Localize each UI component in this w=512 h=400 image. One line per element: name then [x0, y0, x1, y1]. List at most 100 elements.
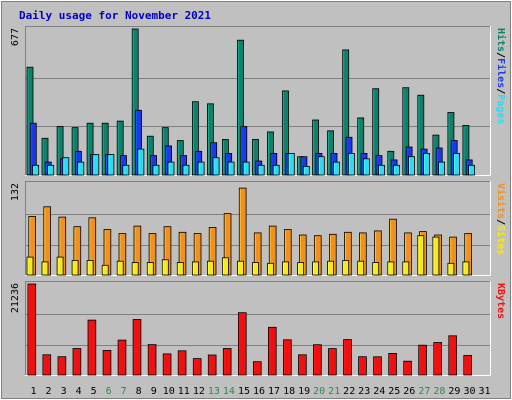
bar-kbytes-day-4: [72, 348, 82, 376]
x-tick-15: 15: [238, 386, 250, 397]
bar-pages-day-7: [122, 164, 130, 176]
bar-kbytes-day-10: [162, 353, 172, 376]
legend-entry: Hits: [495, 28, 507, 52]
bar-pages-day-22: [347, 152, 355, 176]
y-max-label: 21236: [10, 283, 21, 313]
bar-kbytes-day-26: [403, 360, 412, 376]
bar-kbytes-day-16: [252, 361, 262, 376]
x-tick-8: 8: [136, 386, 142, 397]
legend-entry: Files: [495, 58, 507, 88]
bar-sites-day-29: [447, 262, 455, 276]
bar-kbytes-day-13: [207, 354, 217, 376]
x-tick-4: 4: [76, 386, 82, 397]
bar-kbytes-day-30: [463, 355, 472, 376]
bar-pages-day-30: [468, 164, 476, 176]
legend-entry: /: [495, 88, 506, 94]
bar-pages-day-14: [227, 161, 235, 176]
bar-kbytes-day-14: [222, 348, 232, 376]
legend-entry: /: [495, 52, 506, 58]
x-tick-27: 27: [418, 386, 430, 397]
bar-kbytes-day-12: [192, 358, 202, 376]
bar-kbytes-day-3: [57, 356, 67, 376]
bar-pages-day-9: [152, 164, 160, 176]
y-max-label: 132: [10, 183, 21, 201]
bar-sites-day-8: [131, 262, 139, 276]
x-tick-23: 23: [358, 386, 370, 397]
bar-sites-day-23: [357, 260, 365, 276]
bar-kbytes-day-27: [418, 344, 427, 376]
bar-kbytes-day-18: [283, 339, 292, 376]
bar-pages-day-10: [167, 161, 175, 176]
legend-entry: KBytes: [495, 283, 506, 319]
bar-sites-day-2: [41, 261, 49, 276]
x-tick-2: 2: [45, 386, 51, 397]
bar-sites-day-9: [146, 262, 154, 276]
bar-sites-day-7: [116, 260, 124, 276]
x-tick-7: 7: [121, 386, 127, 397]
bar-pages-day-29: [453, 152, 461, 176]
bar-pages-day-8: [137, 148, 145, 176]
bar-kbytes-day-29: [448, 335, 457, 376]
bar-pages-day-3: [62, 157, 70, 176]
bar-pages-day-13: [212, 157, 220, 176]
x-tick-28: 28: [433, 386, 445, 397]
bar-kbytes-day-23: [358, 356, 367, 376]
chart-title: Daily usage for November 2021: [19, 9, 211, 22]
bar-pages-day-4: [77, 161, 85, 176]
bar-kbytes-day-21: [328, 348, 337, 376]
panel-background: [25, 281, 491, 376]
bar-sites-day-28: [432, 236, 440, 276]
bar-sites-day-25: [387, 261, 395, 276]
bar-sites-day-30: [462, 261, 470, 276]
legend-kbytes: KBytes: [495, 283, 506, 319]
panel-hits-files-pages: 677 Hits/Files/Pages: [10, 26, 507, 176]
bar-kbytes-day-9: [147, 344, 157, 376]
x-tick-1: 1: [30, 386, 36, 397]
bar-kbytes-day-17: [267, 326, 277, 376]
bar-kbytes-day-1: [27, 283, 37, 376]
bar-pages-day-24: [378, 164, 385, 176]
x-tick-21: 21: [328, 386, 340, 397]
bar-sites-day-4: [71, 260, 79, 276]
bar-pages-day-20: [317, 156, 325, 176]
x-tick-13: 13: [208, 386, 220, 397]
bar-sites-day-1: [26, 256, 34, 276]
legend-hits-files-pages: Hits/Files/Pages: [495, 28, 507, 124]
bar-pages-day-1: [32, 164, 40, 176]
bar-kbytes-day-11: [177, 350, 187, 376]
bar-pages-day-26: [408, 156, 415, 176]
bar-pages-day-16: [257, 164, 265, 176]
x-tick-19: 19: [298, 386, 310, 397]
x-tick-30: 30: [463, 386, 475, 397]
bar-kbytes-day-5: [87, 319, 97, 376]
x-axis-ticks: 1 2 3 4 5 6 7 8 9 10 11 12 13 14 15 16 17 18 19 20 21 22 23 24 2…: [30, 386, 490, 397]
panel-kbytes: 21236 KBytes: [10, 281, 506, 376]
bar-pages-day-2: [47, 164, 55, 176]
bar-sites-day-13: [206, 260, 214, 276]
legend-entry: Sites: [495, 225, 507, 255]
legend-entry: Visits: [495, 183, 507, 219]
bar-sites-day-11: [176, 262, 184, 276]
bar-kbytes-day-2: [42, 354, 52, 376]
x-tick-3: 3: [61, 386, 67, 397]
bar-kbytes-day-24: [373, 356, 382, 376]
bar-sites-day-26: [402, 261, 410, 276]
bar-kbytes-day-25: [388, 352, 397, 376]
x-tick-10: 10: [163, 386, 175, 397]
bar-sites-day-3: [56, 256, 64, 276]
bar-sites-day-16: [252, 262, 259, 276]
bar-pages-day-5: [92, 154, 100, 176]
bar-sites-day-18: [282, 261, 289, 276]
bar-kbytes-day-20: [313, 344, 322, 376]
bar-sites-day-20: [312, 261, 320, 276]
legend-entry: Pages: [495, 94, 506, 124]
bar-sites-day-14: [221, 257, 229, 276]
bar-sites-day-21: [327, 260, 335, 276]
bar-pages-day-12: [197, 161, 205, 176]
bar-kbytes-day-6: [102, 349, 112, 376]
x-tick-5: 5: [91, 386, 97, 397]
bar-sites-day-17: [267, 262, 274, 276]
chart-panels: 677 Hits/Files/Pages 132 Visits / Sites 21236 K…: [10, 26, 507, 376]
